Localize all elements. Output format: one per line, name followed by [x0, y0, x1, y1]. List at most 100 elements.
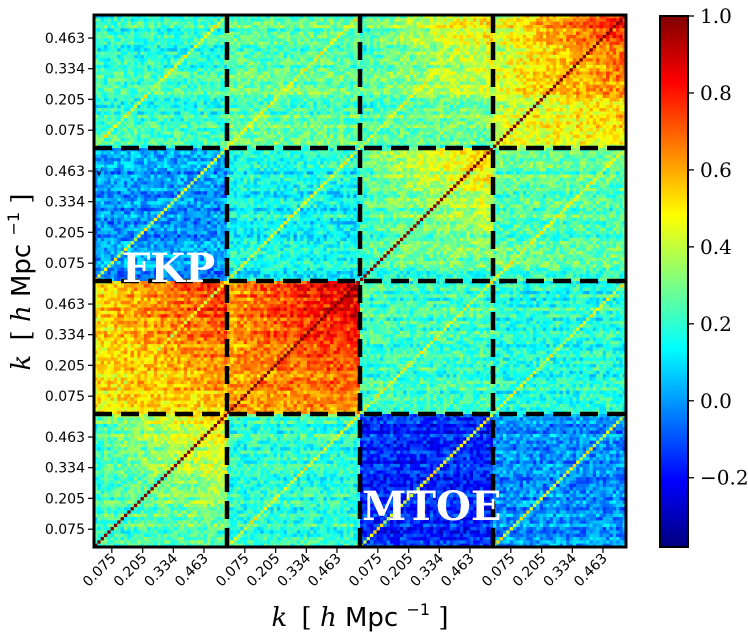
heatmap-cell [337, 28, 341, 32]
heatmap-cell [403, 45, 407, 49]
heatmap-cell [270, 18, 274, 22]
heatmap-cell [460, 32, 464, 36]
heatmap-cell [427, 45, 431, 49]
heatmap-cell [383, 45, 387, 49]
heatmap-cell [117, 45, 121, 49]
heatmap-cell [423, 18, 427, 22]
heatmap-cell [247, 32, 251, 36]
heatmap-cell [187, 38, 191, 42]
heatmap-cell [543, 45, 547, 49]
heatmap-cell [390, 35, 394, 39]
heatmap-cell [526, 38, 530, 42]
heatmap-cell [131, 35, 135, 39]
heatmap-cell [533, 25, 537, 29]
heatmap-cell [579, 18, 583, 22]
heatmap-cell [530, 42, 534, 46]
heatmap-cell [254, 35, 258, 39]
heatmap-cell [566, 22, 570, 26]
heatmap-cell [313, 18, 317, 22]
heatmap-cell [200, 28, 204, 32]
heatmap-cell [320, 38, 324, 42]
heatmap-cell [137, 48, 141, 52]
heatmap-cell [436, 25, 440, 29]
heatmap-cell [380, 25, 384, 29]
heatmap-cell [403, 35, 407, 39]
heatmap-cell [343, 42, 347, 46]
heatmap-cell [114, 42, 118, 46]
heatmap-cell [260, 18, 264, 22]
heatmap-cell [413, 42, 417, 46]
heatmap-cell [606, 22, 610, 26]
heatmap-cell [260, 22, 264, 26]
heatmap-cell [599, 22, 603, 26]
heatmap-cell [257, 18, 261, 22]
heatmap-cell [327, 48, 331, 52]
heatmap-cell [480, 25, 484, 29]
heatmap-cell [230, 22, 234, 26]
heatmap-cell [187, 18, 191, 22]
heatmap-cell [353, 18, 357, 22]
heatmap-cell [383, 35, 387, 39]
heatmap-cell [141, 42, 145, 46]
heatmap-cell [390, 42, 394, 46]
heatmap-cell [184, 45, 188, 49]
heatmap-cell [254, 48, 258, 52]
heatmap-cell [264, 25, 268, 29]
heatmap-cell [363, 32, 367, 36]
heatmap-cell [387, 42, 391, 46]
heatmap-cell [609, 42, 613, 46]
heatmap-cell [566, 32, 570, 36]
heatmap-cell [131, 22, 135, 26]
heatmap-cell [456, 45, 460, 49]
heatmap-cell [264, 45, 268, 49]
heatmap-cell [530, 25, 534, 29]
heatmap-cell [177, 32, 181, 36]
heatmap-cell [613, 38, 617, 42]
heatmap-cell [520, 38, 524, 42]
heatmap-cell [473, 48, 477, 52]
heatmap-cell [227, 38, 231, 42]
heatmap-cell [310, 48, 314, 52]
heatmap-cell [586, 32, 590, 36]
heatmap-cell [400, 28, 404, 32]
heatmap-cell [513, 18, 517, 22]
heatmap-cell [546, 28, 550, 32]
heatmap-cell [144, 25, 148, 29]
heatmap-cell [586, 25, 590, 29]
heatmap-cell [536, 25, 540, 29]
heatmap-cell [453, 22, 457, 26]
heatmap-cell [260, 28, 264, 32]
heatmap-cell [294, 22, 298, 26]
heatmap-cell [217, 32, 221, 36]
heatmap-cell [147, 38, 151, 42]
heatmap-cell [387, 22, 391, 26]
heatmap-cell [427, 28, 431, 32]
heatmap-cell [513, 38, 517, 42]
heatmap-cell [154, 25, 158, 29]
heatmap-cell [121, 38, 125, 42]
heatmap-cell [264, 42, 268, 46]
heatmap-cell [413, 45, 417, 49]
heatmap-cell [436, 28, 440, 32]
heatmap-cell [101, 35, 105, 39]
heatmap-cell [463, 45, 467, 49]
heatmap-cell [540, 38, 544, 42]
heatmap-cell [413, 22, 417, 26]
heatmap-cell [540, 28, 544, 32]
heatmap-cell [606, 32, 610, 36]
heatmap-cell [500, 48, 504, 52]
heatmap-cell [523, 25, 527, 29]
heatmap-cell [367, 38, 371, 42]
heatmap-cell [589, 48, 593, 52]
heatmap-cell [97, 45, 101, 49]
heatmap-cell [340, 32, 344, 36]
heatmap-cell [187, 28, 191, 32]
heatmap-cell [114, 45, 118, 49]
heatmap-cell [560, 48, 564, 52]
heatmap-cell [114, 38, 118, 42]
heatmap-cell [127, 48, 131, 52]
heatmap-cell [343, 18, 347, 22]
heatmap-cell [397, 42, 401, 46]
heatmap-cell [157, 42, 161, 46]
heatmap-cell [546, 25, 550, 29]
